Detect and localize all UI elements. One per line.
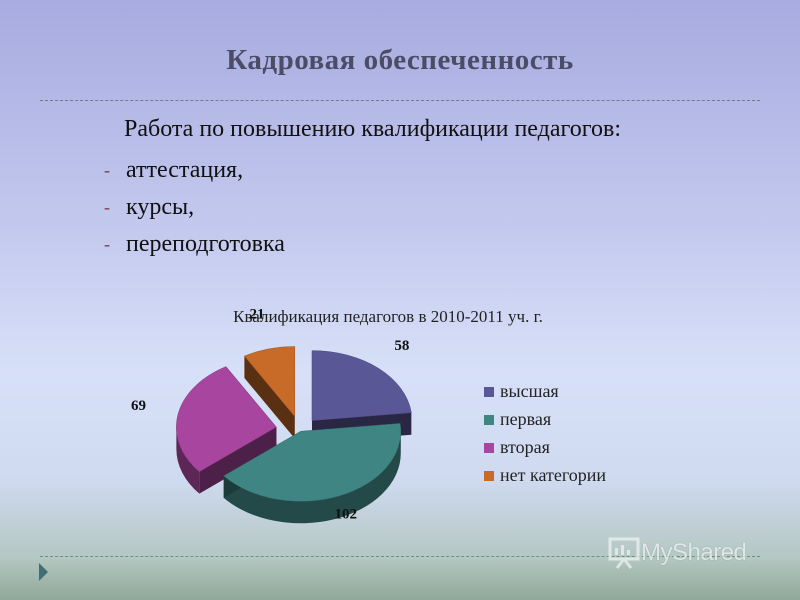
bullet-dash: - bbox=[104, 160, 110, 180]
pie-slice-side bbox=[244, 356, 295, 439]
pie-slice-top bbox=[311, 350, 412, 421]
slide-title: Кадровая обеспеченность bbox=[226, 44, 574, 76]
pie-slice-top bbox=[176, 366, 277, 472]
pie-data-label: 21 bbox=[249, 306, 264, 322]
bottom-divider bbox=[40, 556, 760, 557]
pie-slice-wall bbox=[176, 427, 200, 494]
presentation-board-icon bbox=[608, 537, 640, 569]
legend-swatch bbox=[484, 443, 494, 453]
pie-slice-top bbox=[223, 423, 401, 502]
legend-swatch bbox=[484, 415, 494, 425]
pie-slice bbox=[223, 423, 401, 524]
bullet-text: курсы, bbox=[126, 194, 195, 220]
pie-slice-top bbox=[244, 346, 296, 418]
top-divider bbox=[40, 100, 760, 101]
legend-swatch bbox=[484, 387, 494, 397]
pie-slice-wall bbox=[223, 431, 401, 524]
pie-data-label: 58 bbox=[394, 338, 409, 354]
legend-swatch bbox=[484, 471, 494, 481]
bullet-list: - аттестация, - курсы, - переподготовка bbox=[104, 152, 285, 263]
legend-label: первая bbox=[500, 409, 551, 429]
pie-slice bbox=[244, 346, 296, 439]
legend-label: нет категории bbox=[500, 465, 606, 485]
bullet-item: - аттестация, bbox=[104, 152, 285, 189]
bullet-text: аттестация, bbox=[126, 157, 244, 183]
nav-chevron-icon[interactable] bbox=[38, 562, 50, 582]
bullet-text: переподготовка bbox=[126, 231, 285, 257]
logo: MyShared bbox=[607, 536, 747, 570]
legend-label: высшая bbox=[500, 381, 559, 401]
bullet-dash: - bbox=[104, 234, 110, 254]
bullet-dash: - bbox=[104, 197, 110, 217]
pie-slice-side bbox=[199, 427, 277, 494]
legend-label: вторая bbox=[500, 437, 550, 457]
chart-title: Квалификация педагогов в 2010-2011 уч. г… bbox=[233, 307, 543, 326]
logo-text: MyShared bbox=[641, 539, 747, 566]
bullet-item: - переподготовка bbox=[104, 226, 285, 263]
bullet-item: - курсы, bbox=[104, 189, 285, 226]
intro-text: Работа по повышению квалификации педагог… bbox=[124, 116, 621, 142]
pie-data-label: 69 bbox=[131, 398, 146, 414]
pie-data-label: 102 bbox=[335, 507, 358, 523]
pie-slice bbox=[176, 366, 277, 494]
